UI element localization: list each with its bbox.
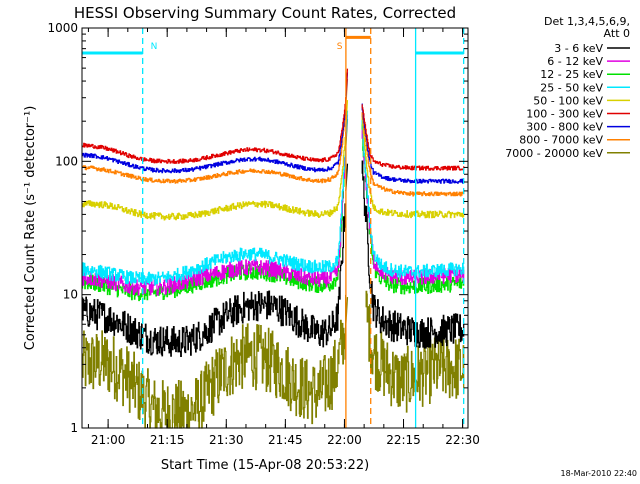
x-tick-label-22-00: 22:00 — [327, 433, 362, 447]
x-axis-label: Start Time (15-Apr-08 20:53:22) — [161, 458, 369, 473]
annotation-s: S — [337, 42, 343, 52]
y-tick-label-1: 1 — [70, 421, 78, 435]
legend-label-25-50-kev: 25 - 50 keV — [540, 81, 603, 94]
legend-header-1: Det 1,3,4,5,6,9, — [544, 15, 630, 28]
x-tick-label-21-45: 21:45 — [268, 433, 303, 447]
legend-header-2: Att 0 — [604, 27, 630, 40]
y-tick-label-10: 10 — [63, 288, 78, 302]
series-25-50-kev-line — [82, 119, 465, 286]
x-tick-label-21-15: 21:15 — [150, 433, 185, 447]
legend-label-100-300-kev: 100 - 300 keV — [526, 108, 603, 121]
series-800-7000-kev-line — [82, 109, 465, 197]
x-tick-label-22-30: 22:30 — [445, 433, 480, 447]
legend-label-12-25-kev: 12 - 25 keV — [540, 68, 603, 81]
series-3-6-kev-line — [82, 160, 465, 357]
legend-label-6-12-kev: 6 - 12 keV — [547, 55, 603, 68]
axes-layer: 1 10 100 1000 21:00 21:15 21:30 21:45 22:00 22:15… — [47, 21, 479, 447]
chart-title: HESSI Observing Summary Count Rates, Cor… — [74, 4, 456, 22]
legend-label-800-7000-kev: 800 - 7000 keV — [519, 134, 603, 147]
x-tick-label-21-30: 21:30 — [209, 433, 244, 447]
legend-label-50-100-kev: 50 - 100 keV — [533, 94, 603, 107]
x-tick-label-22-15: 22:15 — [386, 433, 421, 447]
series-layer — [82, 68, 465, 429]
legend-label-3-6-kev: 3 - 6 keV — [554, 42, 603, 55]
plot-frame — [81, 27, 469, 429]
footer-timestamp: 18-Mar-2010 22:40 — [561, 469, 638, 478]
legend-label-7000-20000-kev: 7000 - 20000 keV — [505, 147, 603, 160]
series-50-100-kev-line — [82, 113, 465, 221]
y-axis-label: Corrected Count Rate (s⁻¹ detector⁻¹) — [23, 106, 38, 351]
y-tick-label-100: 100 — [55, 154, 78, 168]
annotation-n: N — [151, 42, 158, 52]
y-tick-label-1000: 1000 — [47, 21, 78, 35]
x-tick-label-21-00: 21:00 — [91, 433, 126, 447]
legend-label-300-800-kev: 300 - 800 keV — [526, 121, 603, 134]
series-100-300-kev-line — [82, 97, 465, 171]
series-300-800-kev-line — [82, 103, 465, 184]
